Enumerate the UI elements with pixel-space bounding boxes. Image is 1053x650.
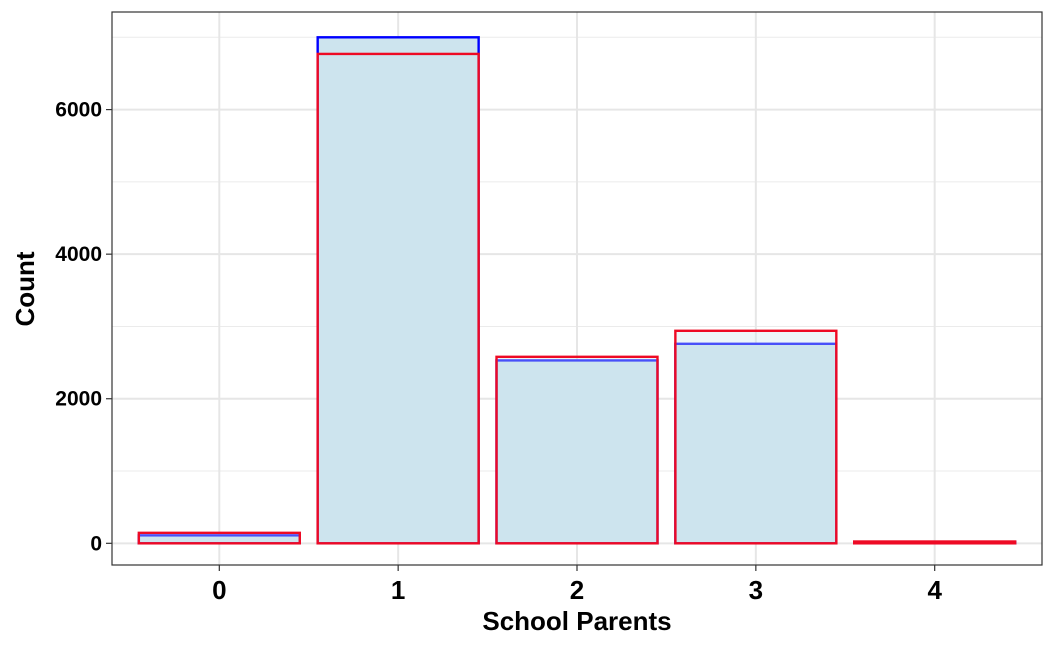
x-tick-label-2: 2 [570,575,584,605]
bar-series-1-cat-3 [674,329,838,545]
x-axis-title: School Parents [482,606,671,636]
y-axis-tick-labels: 0 2000 4000 6000 [55,99,102,556]
y-tick-label-2000: 2000 [55,388,102,411]
x-tick-label-1: 1 [391,575,405,605]
bar-series-0-cat-1 [316,36,480,545]
y-tick-label-6000: 6000 [55,99,102,122]
x-tick-label-3: 3 [749,575,763,605]
bars [137,36,1017,545]
y-tick-label-4000: 4000 [55,243,102,266]
y-tick-label-0: 0 [90,532,102,555]
bar-series-0-cat-2 [495,359,659,545]
y-axis-title: Count [10,251,40,326]
x-axis-tick-labels: 0 1 2 3 4 [212,575,942,605]
bar-series-1-cat-0 [137,531,301,545]
bar-series-1-cat-4 [853,540,1017,545]
bar-series-1-cat-2 [495,355,659,545]
axis-ticks [106,108,936,571]
bar-series-1-cat-1 [316,52,480,545]
x-tick-label-4: 4 [927,575,942,605]
x-tick-label-0: 0 [212,575,226,605]
